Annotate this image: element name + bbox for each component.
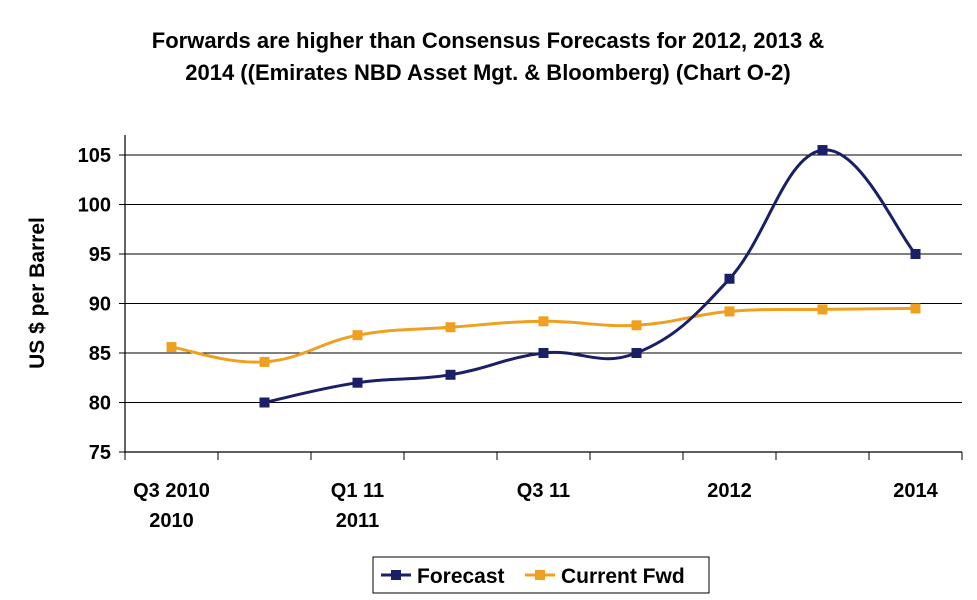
point-forecast-1 xyxy=(259,397,270,408)
point-forecast-4 xyxy=(538,348,549,358)
x-tick-label-2-0: Q1 11 xyxy=(331,480,384,502)
point-forecast-7 xyxy=(817,145,828,156)
point-current-fwd-4 xyxy=(538,316,549,327)
x-tick-label-2-1: 2011 xyxy=(336,510,379,532)
series-line-forecast xyxy=(264,148,917,404)
point-current-fwd-3 xyxy=(445,322,456,333)
x-tick-label-4-0: Q3 11 xyxy=(517,480,570,502)
point-forecast-8 xyxy=(910,249,921,259)
point-forecast-5 xyxy=(631,348,642,358)
chart-title-line-1: Forwards are higher than Consensus Forec… xyxy=(152,28,825,53)
point-current-fwd-1 xyxy=(259,356,270,367)
y-tick-labels: 75 80 85 90 95 100 105 xyxy=(78,145,111,464)
legend: Forecast Current Fwd xyxy=(372,556,710,594)
series-group xyxy=(166,145,921,408)
legend-marker-forecast xyxy=(391,570,401,580)
y-tick-label-85: 85 xyxy=(89,343,111,365)
point-current-fwd-6 xyxy=(724,306,735,317)
axes xyxy=(119,135,963,460)
x-tick-label-6-0: 2012 xyxy=(707,480,752,502)
x-tick-labels: Q3 2010 2010 Q1 11 2011 Q3 11 2012 2014 xyxy=(133,480,938,532)
point-forecast-2 xyxy=(352,377,363,388)
x-tick-label-0-0: Q3 2010 xyxy=(133,480,210,502)
y-tick-label-80: 80 xyxy=(89,393,111,415)
y-tick-label-75: 75 xyxy=(89,442,111,464)
point-current-fwd-0 xyxy=(166,342,177,353)
legend-label-forecast: Forecast xyxy=(417,565,505,588)
y-axis-label: US $ per Barrel xyxy=(26,217,49,369)
y-tick-label-105: 105 xyxy=(78,145,111,167)
chart-title-line-2: 2014 ((Emirates NBD Asset Mgt. & Bloombe… xyxy=(185,60,791,85)
x-tick-label-0-1: 2010 xyxy=(149,510,194,532)
point-current-fwd-5 xyxy=(631,320,642,331)
legend-marker-current-fwd xyxy=(535,570,545,580)
y-tick-label-100: 100 xyxy=(78,195,111,217)
gridlines xyxy=(125,154,962,403)
y-tick-label-90: 90 xyxy=(89,294,111,316)
point-current-fwd-7 xyxy=(817,304,828,315)
y-tick-label-95: 95 xyxy=(89,244,111,266)
point-current-fwd-8 xyxy=(910,303,921,314)
legend-label-current-fwd: Current Fwd xyxy=(561,565,685,588)
x-tick-label-8-0: 2014 xyxy=(893,480,938,502)
point-forecast-6 xyxy=(724,273,735,284)
point-forecast-3 xyxy=(445,369,456,380)
point-current-fwd-2 xyxy=(352,330,363,341)
